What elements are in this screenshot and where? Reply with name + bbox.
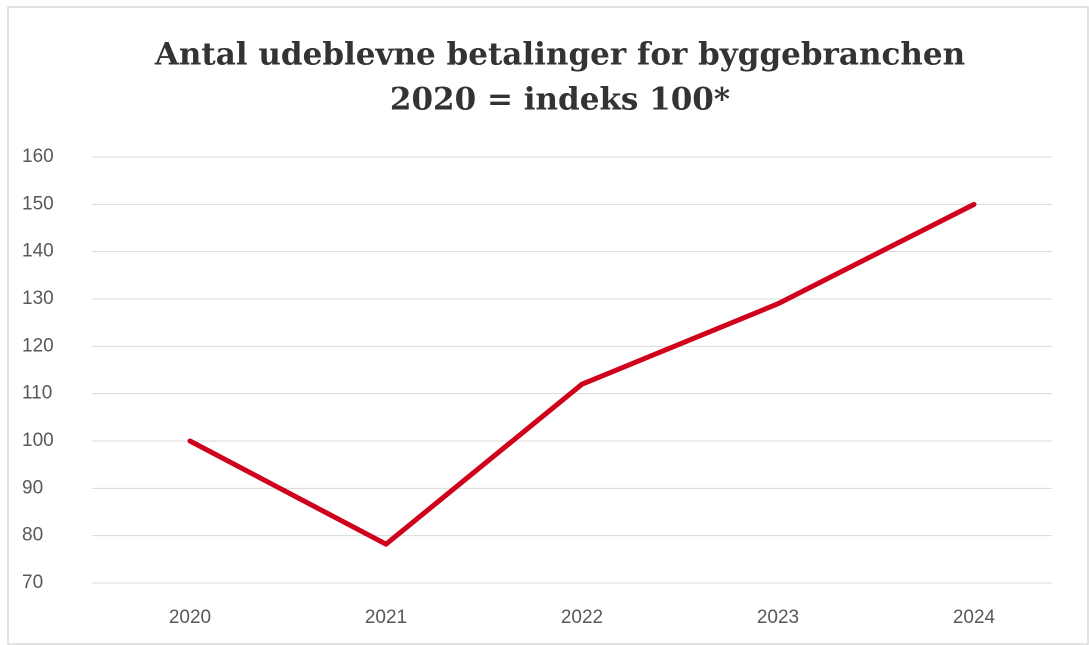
y-tick-label: 140	[22, 241, 54, 262]
chart-frame	[7, 6, 1089, 645]
y-tick-label: 120	[22, 335, 54, 356]
x-tick-label: 2021	[365, 607, 407, 628]
y-tick-label: 110	[22, 383, 52, 404]
chart-subtitle: 2020 = indeks 100*	[390, 82, 730, 118]
y-tick-label: 70	[22, 572, 43, 593]
chart-title: Antal udeblevne betalinger for byggebran…	[154, 37, 965, 73]
x-tick-label: 2024	[953, 607, 996, 628]
x-tick-label: 2020	[169, 607, 211, 628]
x-tick-label: 2023	[757, 607, 799, 628]
y-tick-label: 150	[22, 193, 54, 214]
y-tick-label: 100	[22, 430, 54, 451]
y-tick-label: 160	[22, 146, 54, 167]
x-tick-label: 2022	[561, 607, 603, 628]
y-tick-label: 90	[22, 477, 43, 498]
y-tick-label: 80	[22, 525, 43, 546]
data-line	[187, 201, 977, 547]
y-tick-label: 130	[22, 288, 54, 309]
